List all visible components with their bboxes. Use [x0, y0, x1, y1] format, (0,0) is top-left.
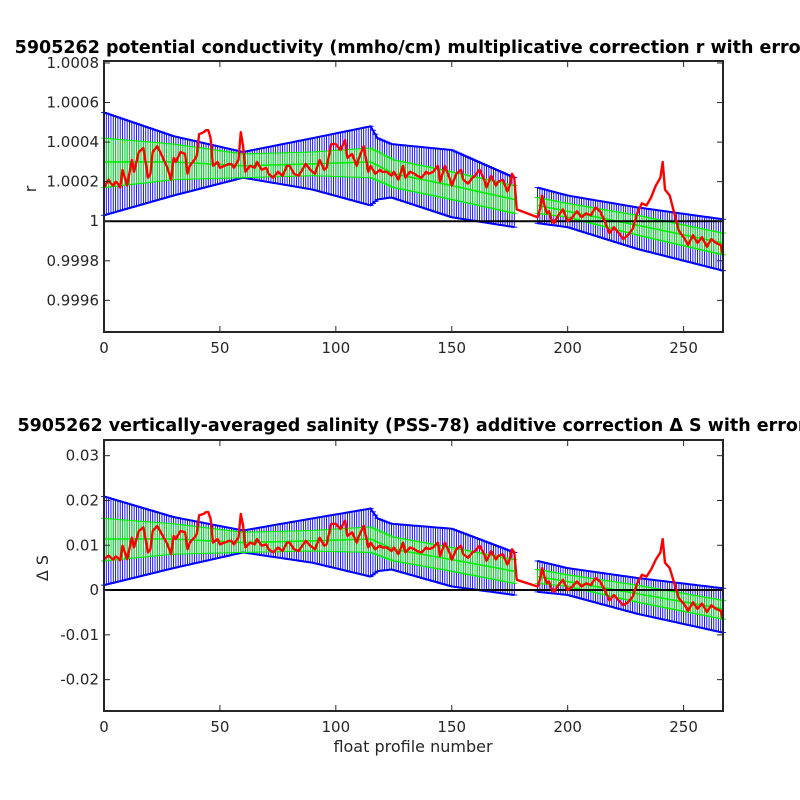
outer-error-envelope: [103, 551, 515, 596]
outer-error-envelope: [537, 590, 724, 634]
y-tick-label: 0.9996: [47, 291, 100, 309]
panel-title: 5905262 vertically-averaged salinity (PS…: [17, 416, 800, 436]
axes-frame: [103, 60, 724, 333]
x-tick-label: 150: [437, 339, 466, 357]
x-tick-label: 150: [437, 718, 466, 736]
correction-line: [102, 129, 725, 256]
conductivity-correction-panel: 5905262 potential conductivity (mmho/cm)…: [15, 38, 800, 357]
outer-error-envelope: [537, 559, 724, 590]
y-tick-label: 1.0008: [47, 54, 100, 72]
x-tick-label: 100: [322, 339, 351, 357]
x-tick-label: 200: [553, 718, 582, 736]
outer-error-envelope: [537, 222, 724, 272]
y-axis-label: Δ S: [33, 555, 52, 581]
outer-error-envelope: [103, 176, 515, 229]
x-tick-label: 100: [322, 718, 351, 736]
outer-error-envelope: [103, 111, 515, 179]
outer-error-envelope: [537, 186, 724, 221]
x-tick-label: 0: [99, 718, 109, 736]
y-tick-label: 0.02: [66, 491, 99, 509]
panel-title: 5905262 potential conductivity (mmho/cm)…: [15, 38, 800, 58]
y-tick-label: 0.9998: [47, 252, 100, 270]
y-axis-label: r: [21, 185, 40, 192]
correction-line: [103, 510, 725, 620]
x-axis-label: float profile number: [333, 737, 493, 756]
y-tick-label: 0.03: [66, 447, 99, 465]
y-tick-label: 1.0006: [47, 94, 100, 112]
x-tick-label: 50: [210, 339, 229, 357]
x-tick-label: 0: [99, 339, 109, 357]
y-tick-label: 1: [89, 212, 99, 230]
x-tick-label: 50: [210, 718, 229, 736]
y-axis-ticks: 0.9996 0.9998 1 1.0002 1.0004 1.0006 1.0008: [47, 54, 723, 309]
plot-area: [101, 111, 726, 272]
salinity-correction-panel: 5905262 vertically-averaged salinity (PS…: [17, 416, 800, 756]
y-tick-label: 1.0002: [47, 173, 100, 191]
y-tick-label: -0.01: [60, 626, 99, 644]
y-tick-label: -0.02: [60, 671, 99, 689]
x-tick-label: 250: [669, 718, 698, 736]
outer-error-envelope: [103, 495, 515, 554]
x-tick-label: 250: [669, 339, 698, 357]
x-tick-label: 200: [553, 339, 582, 357]
y-tick-label: 0.01: [66, 536, 99, 554]
x-axis-ticks: 0 50 100 150 200 250: [99, 61, 698, 357]
x-axis-ticks: 0 50 100 150 200 250: [99, 440, 698, 736]
y-axis-ticks: -0.02 -0.01 0 0.01 0.02 0.03: [60, 447, 723, 689]
axes-frame: [103, 439, 724, 712]
y-tick-label: 1.0004: [47, 133, 100, 151]
y-tick-label: 0: [89, 581, 99, 599]
plot-area: [101, 495, 726, 634]
